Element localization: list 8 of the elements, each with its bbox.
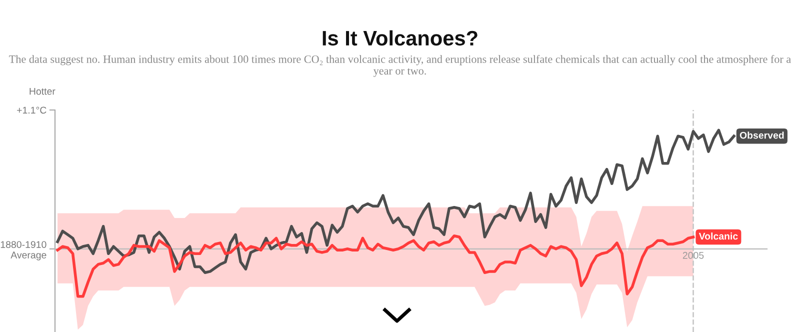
annotation: 2005 xyxy=(682,252,704,259)
series-label: Observed xyxy=(740,132,784,139)
text: +1.1°C xyxy=(17,106,46,114)
series-label: Volcanic xyxy=(698,232,738,240)
chart-subtitle: The data suggest no. Human industry emits about 100 times more CO₂ than volcanic activity, and eruptions release sulfate chemicals that can actually cool the atmosphere for a year or two. xyxy=(9,55,791,77)
chart-title: Is It Volcanoes? xyxy=(322,30,478,46)
text: 1880-1910 Average xyxy=(0,241,46,260)
y-axis-title: Hotter xyxy=(30,88,56,95)
